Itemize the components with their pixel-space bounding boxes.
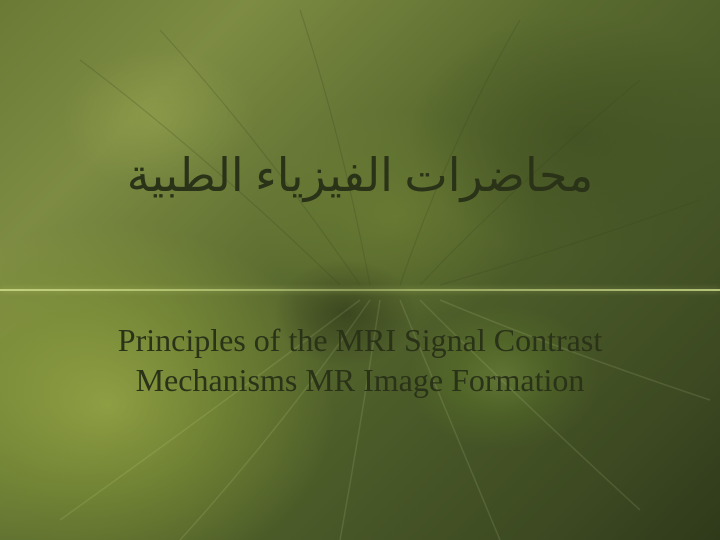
title-area: محاضرات الفيزياء الطبية (0, 148, 720, 202)
slide-subtitle: Principles of the MRI Signal Contrast Me… (80, 320, 640, 400)
subtitle-area: Principles of the MRI Signal Contrast Me… (0, 320, 720, 400)
slide-background: محاضرات الفيزياء الطبية Principles of th… (0, 0, 720, 540)
slide-content: محاضرات الفيزياء الطبية Principles of th… (0, 0, 720, 540)
slide-title: محاضرات الفيزياء الطبية (60, 148, 660, 202)
